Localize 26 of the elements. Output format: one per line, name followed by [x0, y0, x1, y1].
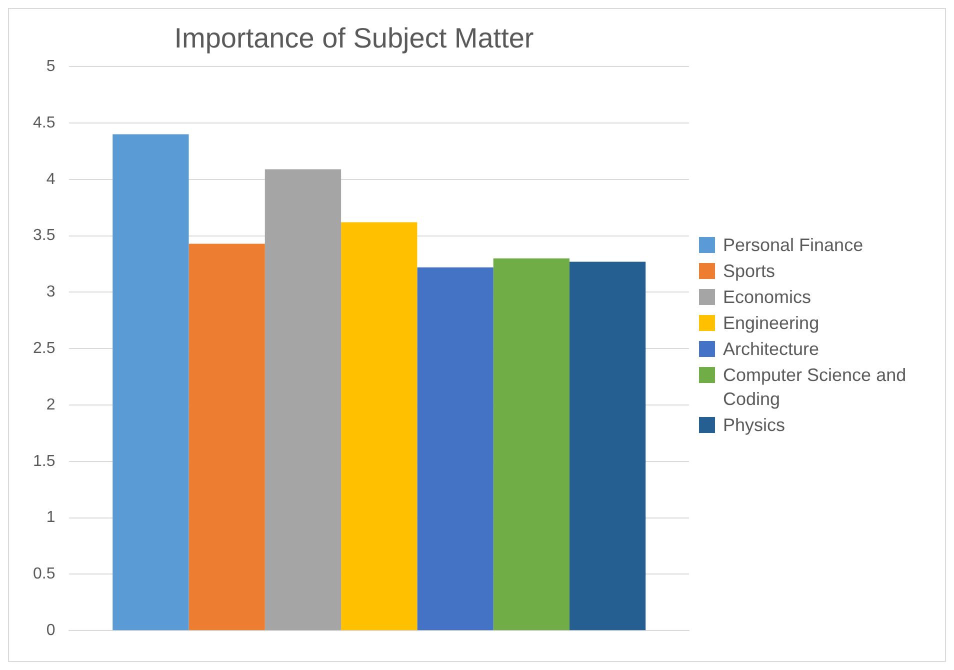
legend-label: Sports: [723, 260, 776, 283]
y-tick-label: 5: [46, 58, 56, 76]
y-tick-label: 0.5: [32, 566, 56, 583]
legend-label: Computer Science and Coding: [723, 364, 908, 411]
bar: [112, 134, 189, 630]
y-tick-label: 4: [46, 170, 56, 188]
chart-title: Importance of Subject Matter: [174, 22, 534, 54]
bar: [341, 222, 418, 630]
bar: [264, 169, 342, 630]
y-tick-label: 1.5: [32, 452, 56, 470]
y-tick-label: 1: [46, 509, 56, 526]
y-tick-label: 0: [46, 622, 56, 640]
bar: [417, 267, 494, 630]
y-tick-label: 2.5: [32, 340, 56, 358]
y-tick-label: 3.5: [32, 227, 56, 244]
legend-label: Physics: [723, 414, 786, 437]
legend-label: Personal Finance: [723, 234, 864, 257]
y-tick-label: 4.5: [32, 114, 56, 132]
bar: [569, 262, 646, 630]
bar: [493, 258, 570, 630]
bar: [188, 244, 265, 630]
legend-label: Engineering: [723, 312, 820, 335]
y-tick-label: 2: [46, 396, 56, 414]
legend-label: Economics: [723, 286, 812, 309]
y-tick-label: 3: [46, 284, 56, 301]
legend-label: Architecture: [723, 338, 820, 361]
